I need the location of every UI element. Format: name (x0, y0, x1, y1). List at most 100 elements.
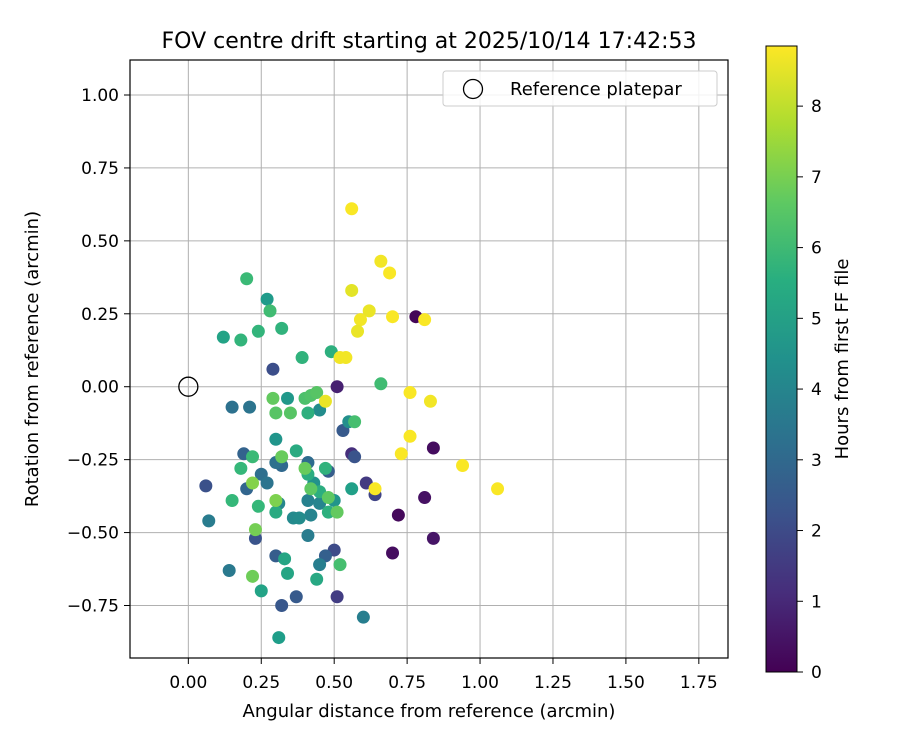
data-point (295, 351, 309, 365)
data-point (251, 324, 265, 338)
data-point (289, 590, 303, 604)
colorbar-tick-label: 6 (811, 239, 822, 259)
data-point (269, 406, 283, 420)
data-point (304, 508, 318, 522)
data-point (275, 321, 289, 335)
data-point (199, 479, 213, 493)
data-point (301, 406, 315, 420)
data-point (330, 505, 344, 519)
data-point (403, 429, 417, 443)
x-tick-label: 1.00 (461, 673, 499, 693)
data-point (234, 461, 248, 475)
colorbar-tick-label: 1 (811, 592, 822, 612)
data-point (330, 380, 344, 394)
data-point (418, 313, 432, 327)
data-point (260, 292, 274, 306)
data-point (269, 493, 283, 507)
colorbar: 0 1 2 3 4 5 6 7 8 Hours from first FF file (765, 45, 853, 683)
data-point (254, 584, 268, 598)
data-point (391, 508, 405, 522)
colorbar-gradient (765, 45, 798, 673)
data-point (301, 493, 315, 507)
data-point (260, 476, 274, 490)
data-point (339, 351, 353, 365)
data-point (278, 552, 292, 566)
chart-title: FOV centre drift starting at 2025/10/14 … (162, 29, 697, 54)
grid-lines (130, 60, 728, 658)
data-point (275, 450, 289, 464)
scatter-points (199, 202, 505, 645)
data-point (313, 558, 327, 572)
data-point (240, 272, 254, 286)
y-axis-ticks: −0.75 −0.50 −0.25 0.00 0.25 0.50 0.75 1.00 (67, 86, 130, 616)
data-point (269, 505, 283, 519)
data-point (318, 394, 332, 408)
data-point (394, 447, 408, 461)
data-point (281, 391, 295, 405)
legend: Reference platepar (442, 70, 718, 107)
data-point (351, 324, 365, 338)
data-point (423, 394, 437, 408)
colorbar-tick-label: 3 (811, 451, 822, 471)
y-tick-label: −0.75 (67, 596, 119, 616)
data-point (418, 491, 432, 505)
data-point (248, 523, 262, 537)
colorbar-tick-label: 5 (811, 309, 822, 329)
x-tick-label: 1.50 (607, 673, 645, 693)
data-point (266, 362, 280, 376)
x-axis-label: Angular distance from reference (arcmin) (243, 701, 616, 722)
data-point (251, 499, 265, 513)
data-point (216, 330, 230, 344)
data-point (426, 531, 440, 545)
reference-marker-icon (462, 78, 484, 100)
x-axis-ticks: 0.00 0.25 0.50 0.75 1.00 1.25 1.50 1.75 (169, 658, 718, 693)
x-tick-label: 0.50 (315, 673, 353, 693)
colorbar-label: Hours from first FF file (832, 259, 853, 460)
colorbar-tick-label: 2 (811, 522, 822, 542)
data-point (362, 304, 376, 318)
data-point (275, 598, 289, 612)
data-point (330, 590, 344, 604)
data-point (368, 482, 382, 496)
data-point (345, 283, 359, 297)
data-point (333, 558, 347, 572)
data-point (374, 254, 388, 268)
y-axis-label: Rotation from reference (arcmin) (22, 211, 43, 507)
colorbar-ticks: 0 1 2 3 4 5 6 7 8 (797, 97, 822, 683)
data-point (310, 572, 324, 586)
data-point (353, 313, 367, 327)
data-point (301, 528, 315, 542)
data-point (225, 400, 239, 414)
data-point (246, 450, 260, 464)
data-point (263, 304, 277, 318)
x-tick-label: 1.75 (680, 673, 718, 693)
data-point (318, 461, 332, 475)
data-point (356, 610, 370, 624)
x-tick-label: 0.00 (169, 673, 207, 693)
x-tick-label: 0.75 (388, 673, 426, 693)
data-point (281, 566, 295, 580)
data-point (304, 482, 318, 496)
y-tick-label: −0.25 (67, 451, 119, 471)
x-tick-label: 0.25 (242, 673, 280, 693)
plot-frame (129, 59, 729, 659)
colorbar-tick-label: 7 (811, 168, 822, 188)
reference-point-marker (178, 376, 199, 397)
data-point (348, 450, 362, 464)
data-point (269, 432, 283, 446)
data-point (298, 461, 312, 475)
data-point (348, 415, 362, 429)
data-point (310, 386, 324, 400)
data-point (246, 476, 260, 490)
data-point (386, 546, 400, 560)
y-tick-label: 0.25 (81, 305, 119, 325)
data-point (426, 441, 440, 455)
colorbar-tick-label: 4 (811, 380, 822, 400)
data-point (292, 511, 306, 525)
data-point (374, 377, 388, 391)
data-point (283, 406, 297, 420)
data-point (345, 482, 359, 496)
data-point (491, 482, 505, 496)
y-tick-label: 0.75 (81, 159, 119, 179)
